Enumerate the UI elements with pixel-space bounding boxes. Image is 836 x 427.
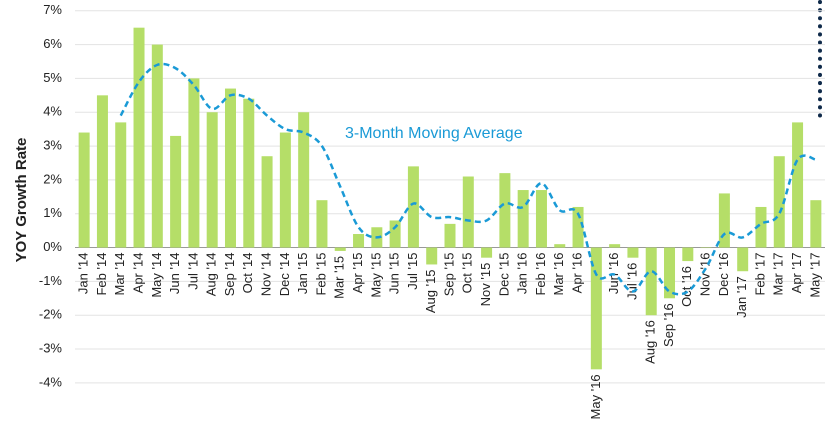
y-tick-label: 7% bbox=[43, 2, 62, 17]
bar bbox=[151, 44, 163, 248]
x-tick-label: Jan '15 bbox=[295, 253, 310, 295]
x-tick-label: Dec '16 bbox=[716, 253, 731, 297]
x-tick-label: Apr '15 bbox=[350, 253, 365, 294]
bar bbox=[755, 206, 767, 248]
bar bbox=[224, 88, 236, 248]
x-tick-label: Jan '17 bbox=[734, 276, 749, 318]
x-tick-label: Mar '14 bbox=[112, 253, 127, 296]
bar bbox=[444, 223, 456, 248]
x-tick-label: Feb '16 bbox=[533, 253, 548, 296]
y-tick-label: -2% bbox=[39, 307, 63, 322]
bar bbox=[96, 95, 108, 248]
x-tick-label: Jun '14 bbox=[167, 253, 182, 295]
bar bbox=[700, 247, 712, 249]
bar bbox=[481, 247, 493, 258]
bar bbox=[243, 98, 255, 248]
x-tick-label: Aug '15 bbox=[423, 269, 438, 313]
bar bbox=[664, 247, 676, 299]
x-tick-label: May '14 bbox=[149, 253, 164, 298]
x-tick-label: Mar '15 bbox=[332, 256, 347, 299]
x-tick-label: May '15 bbox=[368, 253, 383, 298]
x-tick-label: Oct '14 bbox=[240, 253, 255, 294]
x-tick-label: Feb '17 bbox=[752, 253, 767, 296]
y-tick-label: 3% bbox=[43, 138, 62, 153]
bar bbox=[426, 247, 438, 265]
bar bbox=[115, 122, 127, 248]
bar bbox=[206, 112, 218, 248]
bar bbox=[462, 176, 474, 248]
bar bbox=[389, 220, 401, 248]
bar bbox=[78, 132, 90, 248]
bar bbox=[188, 78, 200, 248]
x-tick-label: Jul '16 bbox=[624, 263, 639, 300]
bar bbox=[792, 122, 804, 248]
y-axis-title: YOY Growth Rate bbox=[13, 138, 30, 263]
bar bbox=[316, 200, 328, 248]
bar bbox=[535, 190, 547, 248]
x-tick-label: Aug '14 bbox=[204, 253, 219, 297]
bar bbox=[609, 244, 621, 248]
bar bbox=[170, 135, 182, 248]
bar bbox=[133, 27, 145, 248]
x-tick-label: Apr '16 bbox=[569, 253, 584, 294]
x-tick-label: May '16 bbox=[588, 374, 603, 419]
y-tick-label: 0% bbox=[43, 239, 62, 254]
bar bbox=[590, 247, 602, 370]
y-tick-label: -4% bbox=[39, 374, 63, 389]
x-tick-label: Apr '14 bbox=[130, 253, 145, 294]
y-tick-label: 1% bbox=[43, 205, 62, 220]
y-tick-label: 2% bbox=[43, 171, 62, 186]
bar bbox=[682, 247, 694, 262]
y-tick-label: -3% bbox=[39, 340, 63, 355]
y-tick-label: 6% bbox=[43, 36, 62, 51]
x-tick-label: Mar '17 bbox=[771, 253, 786, 296]
x-tick-label: Nov '14 bbox=[259, 253, 274, 297]
bar bbox=[499, 173, 511, 248]
x-tick-label: Jan '16 bbox=[515, 253, 530, 295]
x-tick-label: Aug '16 bbox=[643, 320, 658, 364]
bar bbox=[353, 234, 365, 248]
x-tick-label: Oct '16 bbox=[679, 266, 694, 307]
line-annotation: 3-Month Moving Average bbox=[345, 125, 523, 142]
moving-average-line bbox=[119, 62, 817, 296]
x-tick-label: Feb '15 bbox=[313, 253, 328, 296]
x-tick-label: Jul '14 bbox=[185, 253, 200, 290]
bar bbox=[554, 244, 566, 248]
bar bbox=[572, 206, 584, 248]
bar bbox=[737, 247, 749, 272]
x-tick-label: Feb '14 bbox=[94, 253, 109, 296]
y-tick-label: 4% bbox=[43, 104, 62, 119]
bar bbox=[773, 156, 785, 248]
x-tick-label: Mar '16 bbox=[551, 253, 566, 296]
x-tick-label: Sep '14 bbox=[222, 253, 237, 297]
bar bbox=[334, 247, 346, 251]
bar bbox=[261, 156, 273, 248]
bar bbox=[407, 166, 419, 248]
bar bbox=[645, 247, 657, 316]
x-tick-label: Oct '15 bbox=[460, 253, 475, 294]
y-tick-label: -1% bbox=[39, 273, 63, 288]
x-tick-label: Jul '15 bbox=[405, 253, 420, 290]
x-tick-label: Jun '15 bbox=[387, 253, 402, 295]
x-tick-label: Jan '14 bbox=[76, 253, 91, 295]
bar bbox=[279, 132, 291, 248]
bar bbox=[298, 112, 310, 248]
x-tick-label: May '17 bbox=[807, 253, 822, 298]
x-tick-label: Sep '15 bbox=[441, 253, 456, 297]
bar bbox=[718, 193, 730, 248]
x-tick-label: Apr '17 bbox=[789, 253, 804, 294]
y-tick-label: 5% bbox=[43, 70, 62, 85]
bar bbox=[627, 247, 639, 258]
x-tick-label: Dec '14 bbox=[277, 253, 292, 297]
x-tick-label: Sep '16 bbox=[661, 303, 676, 347]
bar bbox=[810, 200, 822, 248]
x-tick-label: Nov '15 bbox=[478, 263, 493, 307]
bar bbox=[517, 190, 529, 248]
x-tick-label: Dec '15 bbox=[496, 253, 511, 297]
